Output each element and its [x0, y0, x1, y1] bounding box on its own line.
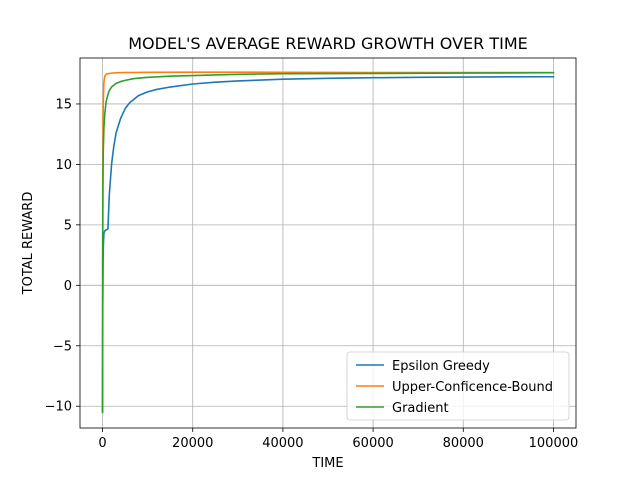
y-tick-label: −10 [45, 400, 72, 415]
grid [80, 58, 576, 428]
legend-label-epsilon-greedy: Epsilon Greedy [392, 359, 490, 374]
x-tick-label: 40000 [262, 436, 303, 451]
series-line-gradient [101, 71, 555, 414]
x-tick-label: 60000 [352, 436, 393, 451]
legend-box [346, 351, 570, 421]
x-axis-ticks: 0 20000 40000 60000 80000 100000 [98, 428, 578, 451]
x-tick-label: 20000 [172, 436, 213, 451]
y-tick-label: −5 [53, 339, 72, 354]
y-tick-label: 5 [64, 218, 72, 233]
x-axis-label: TIME [311, 456, 343, 471]
x-tick-label: 100000 [529, 436, 579, 451]
legend: Epsilon Greedy Upper-Conficence-Bound Gr… [346, 351, 570, 421]
legend-label-gradient: Gradient [392, 401, 449, 416]
y-tick-label: 0 [64, 279, 72, 294]
y-tick-label: 15 [55, 97, 72, 112]
series-layer [101, 71, 555, 414]
legend-label-upper-confidence-bound: Upper-Conficence-Bound [392, 380, 553, 395]
series-line-upper-conficence-bound [101, 71, 555, 414]
series-line-epsilon-greedy [101, 75, 555, 412]
x-tick-label: 0 [98, 436, 106, 451]
y-axis-ticks: −10 −5 0 5 10 15 [45, 97, 80, 415]
chart-title: MODEL'S AVERAGE REWARD GROWTH OVER TIME [128, 34, 528, 53]
x-tick-label: 80000 [443, 436, 484, 451]
y-tick-label: 10 [55, 158, 72, 173]
y-axis-label: TOTAL REWARD [21, 192, 36, 296]
plot-frame [79, 57, 577, 429]
